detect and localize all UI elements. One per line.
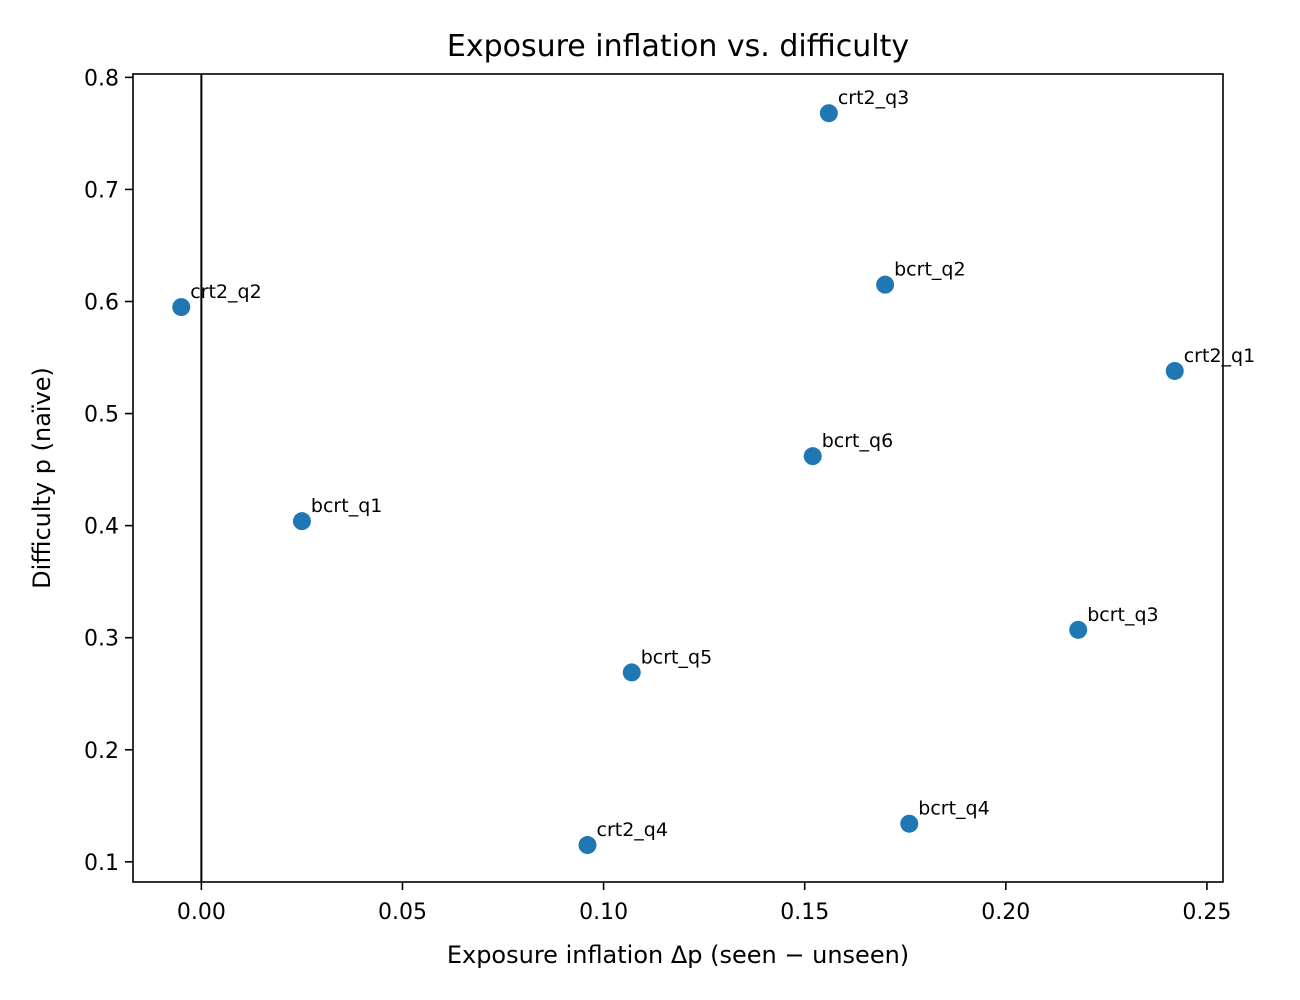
data-point — [622, 663, 641, 682]
y-tick-label: 0.4 — [84, 515, 119, 540]
data-point — [819, 104, 838, 123]
x-tick-label: 0.00 — [177, 900, 226, 925]
data-point — [172, 298, 191, 317]
data-point — [803, 447, 822, 466]
x-tick-label: 0.15 — [780, 900, 829, 925]
data-point — [900, 814, 919, 833]
plot-frame — [132, 73, 1224, 883]
x-tick-label: 0.05 — [378, 900, 427, 925]
data-point — [292, 512, 311, 531]
x-tick-label: 0.25 — [1182, 900, 1231, 925]
data-points: crt2_q3 bcrt_q2 crt2_q2 crt2_q1 bcrt_q6 bcrt_… — [172, 87, 1255, 855]
y-tick-label: 0.5 — [84, 403, 119, 428]
data-point — [876, 275, 895, 294]
point-label: crt2_q2 — [190, 281, 261, 303]
point-label: crt2_q4 — [597, 819, 668, 841]
y-axis-label: Difficulty p (naïve) — [28, 367, 56, 589]
data-point — [1165, 361, 1184, 380]
y-tick-label: 0.8 — [84, 66, 119, 91]
data-point — [1069, 620, 1088, 639]
point-label: bcrt_q3 — [1087, 604, 1158, 626]
x-axis-label: Exposure inflation Δp (seen − unseen) — [447, 941, 909, 969]
y-tick-label: 0.1 — [84, 851, 119, 876]
x-tick-label: 0.20 — [981, 900, 1030, 925]
point-label: bcrt_q5 — [641, 646, 712, 668]
y-tick-label: 0.3 — [84, 627, 119, 652]
point-label: bcrt_q1 — [311, 495, 382, 517]
y-tick-label: 0.2 — [84, 739, 119, 764]
y-tick-label: 0.7 — [84, 178, 119, 203]
y-axis-ticks: 0.1 0.2 0.3 0.4 0.5 0.6 0.7 0.8 — [84, 66, 133, 876]
point-label: crt2_q3 — [838, 87, 909, 109]
point-label: bcrt_q4 — [918, 798, 989, 820]
chart-title: Exposure inflation vs. difficulty — [447, 29, 909, 64]
data-point — [578, 836, 597, 855]
x-axis-ticks: 0.00 0.05 0.10 0.15 0.20 0.25 — [177, 882, 1231, 925]
point-label: bcrt_q6 — [822, 430, 893, 452]
y-tick-label: 0.6 — [84, 290, 119, 315]
x-tick-label: 0.10 — [579, 900, 628, 925]
point-label: bcrt_q2 — [894, 259, 965, 281]
point-label: crt2_q1 — [1184, 345, 1255, 367]
